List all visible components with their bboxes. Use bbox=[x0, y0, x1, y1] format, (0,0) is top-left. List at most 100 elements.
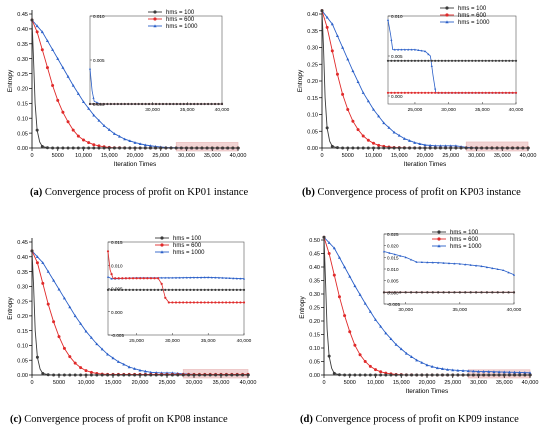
series-marker bbox=[487, 373, 491, 377]
series-marker bbox=[379, 373, 383, 377]
inset-chart: 0.000 0.005 0.010 25,000 30,000 35,000 40,000 bbox=[386, 14, 524, 113]
series-marker bbox=[92, 146, 96, 150]
caption-d: (d) Convergence process of profit on KP0… bbox=[300, 414, 519, 425]
series-marker bbox=[181, 373, 185, 377]
y-tick-label: 0.35 bbox=[309, 279, 320, 285]
inset-series-marker bbox=[158, 102, 161, 106]
series-marker bbox=[348, 330, 352, 334]
inset-series-marker bbox=[92, 96, 95, 99]
y-tick-label: 0.40 bbox=[307, 12, 318, 18]
inset-series-marker bbox=[508, 91, 511, 94]
series-marker bbox=[51, 83, 55, 87]
series-hms-1000 bbox=[322, 235, 532, 375]
series-marker bbox=[102, 146, 106, 150]
series-marker bbox=[76, 92, 80, 95]
inset-series-marker bbox=[413, 91, 417, 94]
series-marker bbox=[433, 146, 437, 150]
series-marker bbox=[425, 373, 429, 377]
series-marker bbox=[41, 372, 45, 376]
series-marker bbox=[410, 373, 414, 377]
inset-series-marker bbox=[494, 91, 497, 94]
inset-series-marker bbox=[491, 291, 494, 294]
series-marker bbox=[466, 373, 470, 377]
inset-series-marker bbox=[135, 288, 138, 291]
series-marker bbox=[500, 146, 504, 150]
x-tick-label: 40,000 bbox=[522, 380, 539, 386]
inset-series-marker bbox=[186, 102, 189, 106]
series-marker bbox=[235, 373, 239, 377]
series-marker bbox=[374, 368, 377, 372]
series-marker bbox=[382, 121, 386, 125]
inset-series-marker bbox=[427, 53, 430, 56]
series-marker bbox=[56, 146, 60, 150]
series-marker bbox=[35, 24, 39, 28]
series-marker bbox=[102, 124, 106, 127]
x-tick-label: 5000 bbox=[52, 153, 64, 159]
inset-series-marker bbox=[157, 288, 160, 291]
inset-series-marker bbox=[174, 288, 178, 291]
inset-x-tick-label: 25,000 bbox=[408, 107, 423, 113]
series-marker bbox=[382, 146, 386, 150]
series-marker bbox=[361, 146, 365, 150]
inset-series-marker bbox=[207, 276, 210, 279]
series-marker bbox=[205, 146, 209, 150]
inset-series-marker bbox=[131, 288, 135, 291]
inset-series-marker bbox=[501, 91, 504, 94]
series-marker bbox=[327, 252, 331, 255]
inset-series-marker bbox=[496, 291, 499, 294]
x-axis-label: Iteration Times bbox=[114, 161, 157, 168]
inset-series-marker bbox=[106, 288, 110, 291]
inset-y-tick-label: -0.005 bbox=[387, 302, 400, 307]
inset-series-marker bbox=[454, 59, 457, 62]
inset-series-marker bbox=[485, 291, 489, 294]
y-tick-label: 0.35 bbox=[17, 270, 28, 276]
series-marker bbox=[82, 138, 85, 142]
series-marker bbox=[341, 92, 345, 96]
series-marker bbox=[236, 146, 240, 150]
inset-series-marker bbox=[464, 291, 467, 294]
series-marker bbox=[337, 295, 341, 299]
series-marker bbox=[497, 373, 501, 377]
series-marker bbox=[477, 373, 480, 377]
series-marker bbox=[356, 128, 360, 132]
series-marker bbox=[71, 128, 75, 132]
inset-series-marker bbox=[235, 288, 238, 291]
inset-series-marker bbox=[403, 48, 406, 51]
inset-series-marker bbox=[390, 59, 393, 62]
series-marker bbox=[444, 144, 448, 148]
series-line bbox=[31, 19, 238, 149]
series-marker bbox=[79, 366, 83, 370]
series-marker bbox=[451, 368, 455, 372]
series-marker bbox=[143, 373, 147, 377]
series-marker bbox=[138, 146, 142, 150]
inset-series-marker bbox=[185, 288, 188, 291]
inset-series-marker bbox=[415, 260, 418, 263]
inset-series-marker bbox=[232, 301, 235, 304]
inset-x-tick-label: 30,000 bbox=[145, 107, 160, 113]
inset-series-marker bbox=[440, 59, 443, 62]
series-marker bbox=[330, 49, 334, 53]
x-tick-label: 40,000 bbox=[230, 153, 247, 159]
series-marker bbox=[446, 373, 450, 377]
x-tick-label: 20,000 bbox=[419, 380, 436, 386]
series-marker bbox=[379, 324, 383, 328]
series-marker bbox=[394, 373, 398, 377]
inset-series-marker bbox=[423, 59, 427, 62]
inset-series-marker bbox=[164, 296, 167, 299]
inset-series-marker bbox=[157, 277, 160, 280]
inset-series-marker bbox=[242, 301, 246, 304]
series-marker bbox=[71, 83, 75, 87]
inset-series-marker bbox=[121, 288, 124, 291]
series-marker bbox=[62, 296, 66, 300]
series-marker bbox=[116, 373, 120, 377]
y-tick-label: 0.15 bbox=[17, 329, 28, 335]
inset-series-marker bbox=[467, 91, 470, 94]
x-tick-label: 40,000 bbox=[240, 380, 257, 386]
series-marker bbox=[143, 143, 147, 147]
inset-series-marker bbox=[498, 91, 501, 94]
series-marker bbox=[118, 134, 122, 138]
x-tick-label: 30,000 bbox=[186, 380, 203, 386]
series-marker bbox=[45, 39, 49, 42]
